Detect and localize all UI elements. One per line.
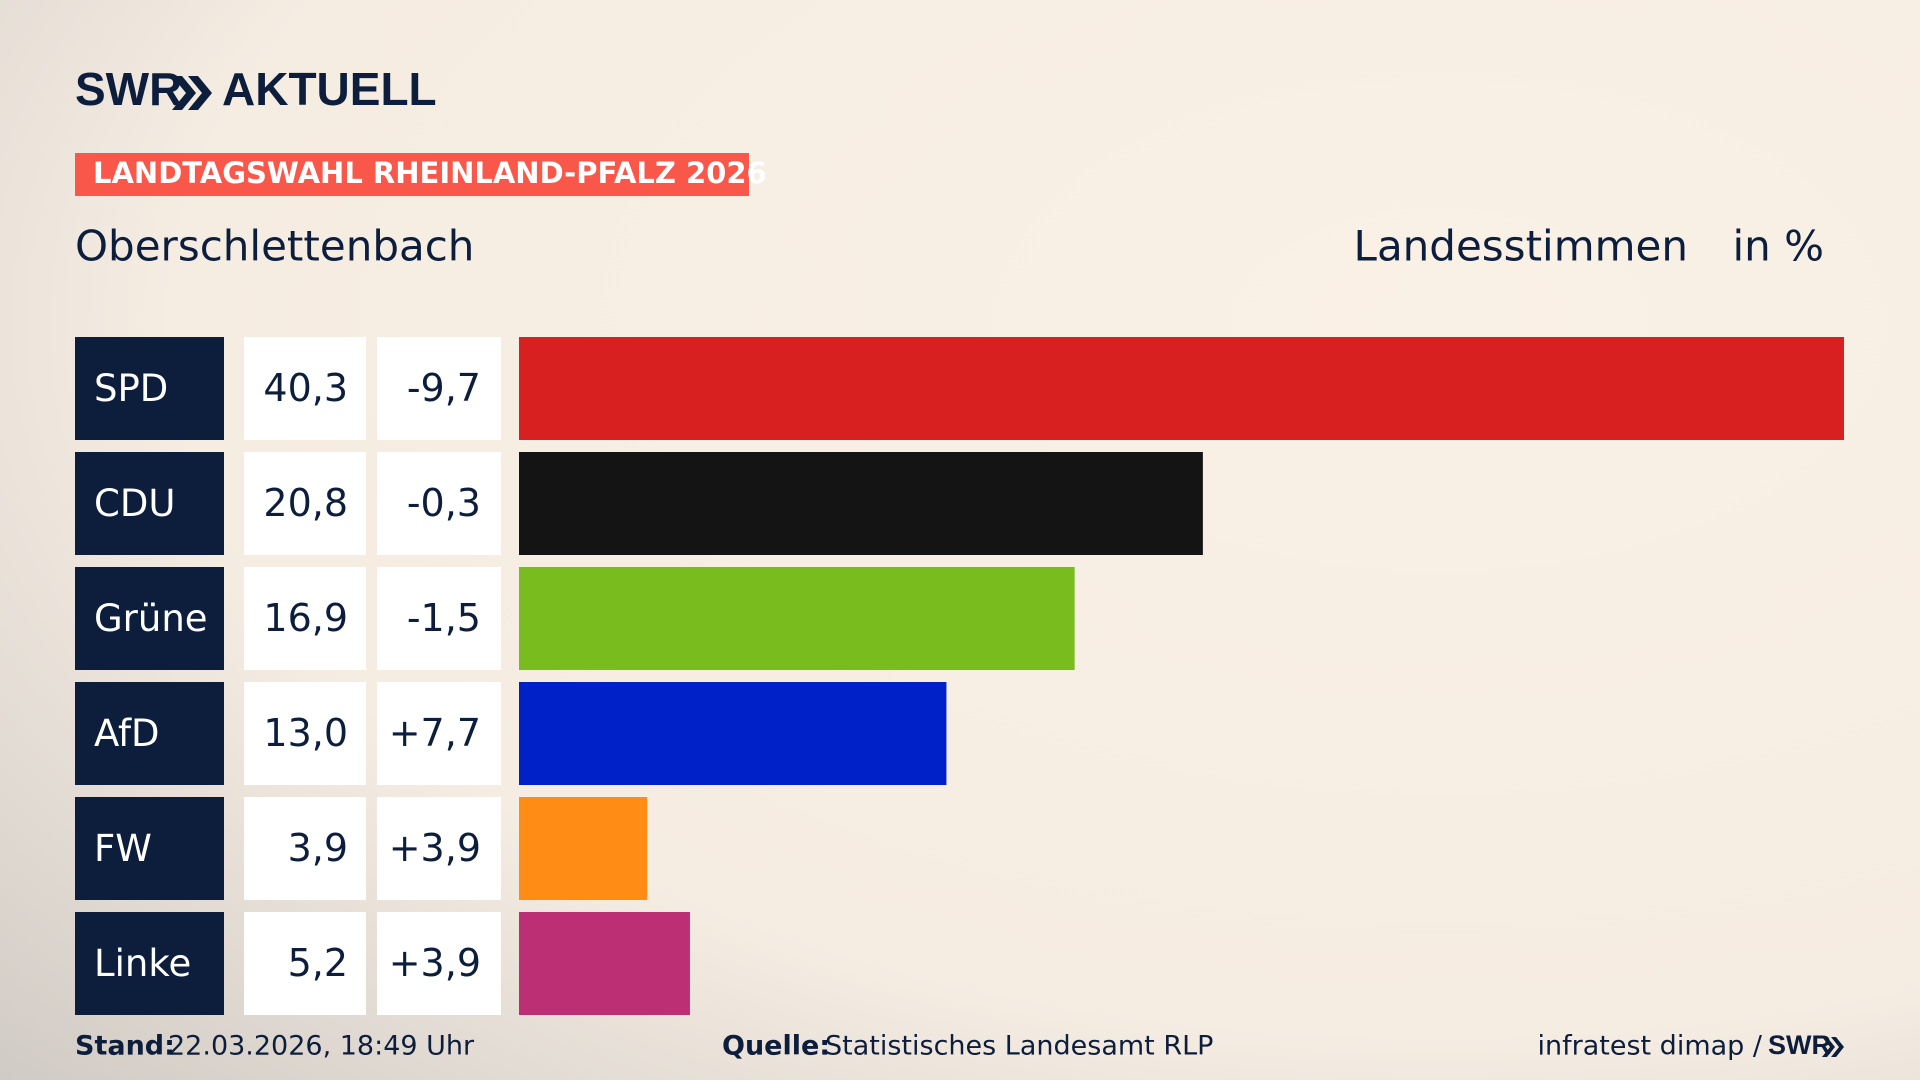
value-label: 13,0	[263, 711, 348, 755]
value-label: 5,2	[288, 941, 348, 985]
party-box	[75, 337, 224, 440]
party-label: Linke	[94, 942, 191, 985]
party-box	[75, 912, 224, 1015]
brand-chevrons	[172, 76, 212, 110]
value-box	[244, 912, 366, 1015]
change-box	[377, 682, 501, 785]
value-label: 20,8	[263, 481, 348, 525]
brand: SWR	[75, 63, 182, 115]
credit-chevrons	[1822, 1037, 1844, 1057]
value-label: 3,9	[288, 826, 348, 870]
change-label: +3,9	[389, 941, 481, 985]
party-label: Grüne	[94, 597, 208, 640]
value-box	[244, 682, 366, 785]
value-box	[244, 567, 366, 670]
bar	[519, 912, 690, 1015]
party-label: AfD	[94, 712, 160, 755]
party-box	[75, 452, 224, 555]
unit: in %	[1732, 222, 1824, 271]
brand-product: AKTUELL	[222, 63, 437, 115]
value-box	[244, 337, 366, 440]
change-label: +7,7	[389, 711, 481, 755]
bar	[519, 337, 1844, 440]
party-box	[75, 682, 224, 785]
stand: 22.03.2026, 18:49 Uhr	[168, 1031, 475, 1062]
value-box	[244, 452, 366, 555]
value-label: 40,3	[263, 366, 348, 410]
value-box	[244, 797, 366, 900]
party-box	[75, 567, 224, 670]
value-title: Landesstimmen	[1354, 222, 1688, 271]
change-label: -0,3	[407, 481, 481, 525]
stand-label: Stand:	[75, 1031, 175, 1062]
party-label: FW	[94, 827, 152, 870]
party-box	[75, 797, 224, 900]
credit-brand: SWR	[1768, 1030, 1831, 1060]
change-box	[377, 567, 501, 670]
bar	[519, 452, 1203, 555]
change-box	[377, 912, 501, 1015]
source: Statistisches Landesamt RLP	[825, 1031, 1213, 1062]
chart-title: Oberschlettenbach	[75, 222, 474, 271]
change-label: +3,9	[389, 826, 481, 870]
value-label: 16,9	[263, 596, 348, 640]
bar	[519, 567, 1075, 670]
credit: infratest dimap /	[1537, 1031, 1762, 1062]
source-label: Quelle:	[722, 1031, 830, 1062]
change-label: -9,7	[407, 366, 481, 410]
change-box	[377, 797, 501, 900]
change-box	[377, 337, 501, 440]
bar	[519, 797, 648, 900]
change-box	[377, 452, 501, 555]
party-label: CDU	[94, 482, 175, 525]
party-label: SPD	[94, 367, 168, 410]
election-label: LANDTAGSWAHL RHEINLAND-PFALZ 2026	[93, 156, 767, 190]
change-label: -1,5	[407, 596, 481, 640]
label-box	[75, 153, 749, 196]
bar	[519, 682, 947, 785]
